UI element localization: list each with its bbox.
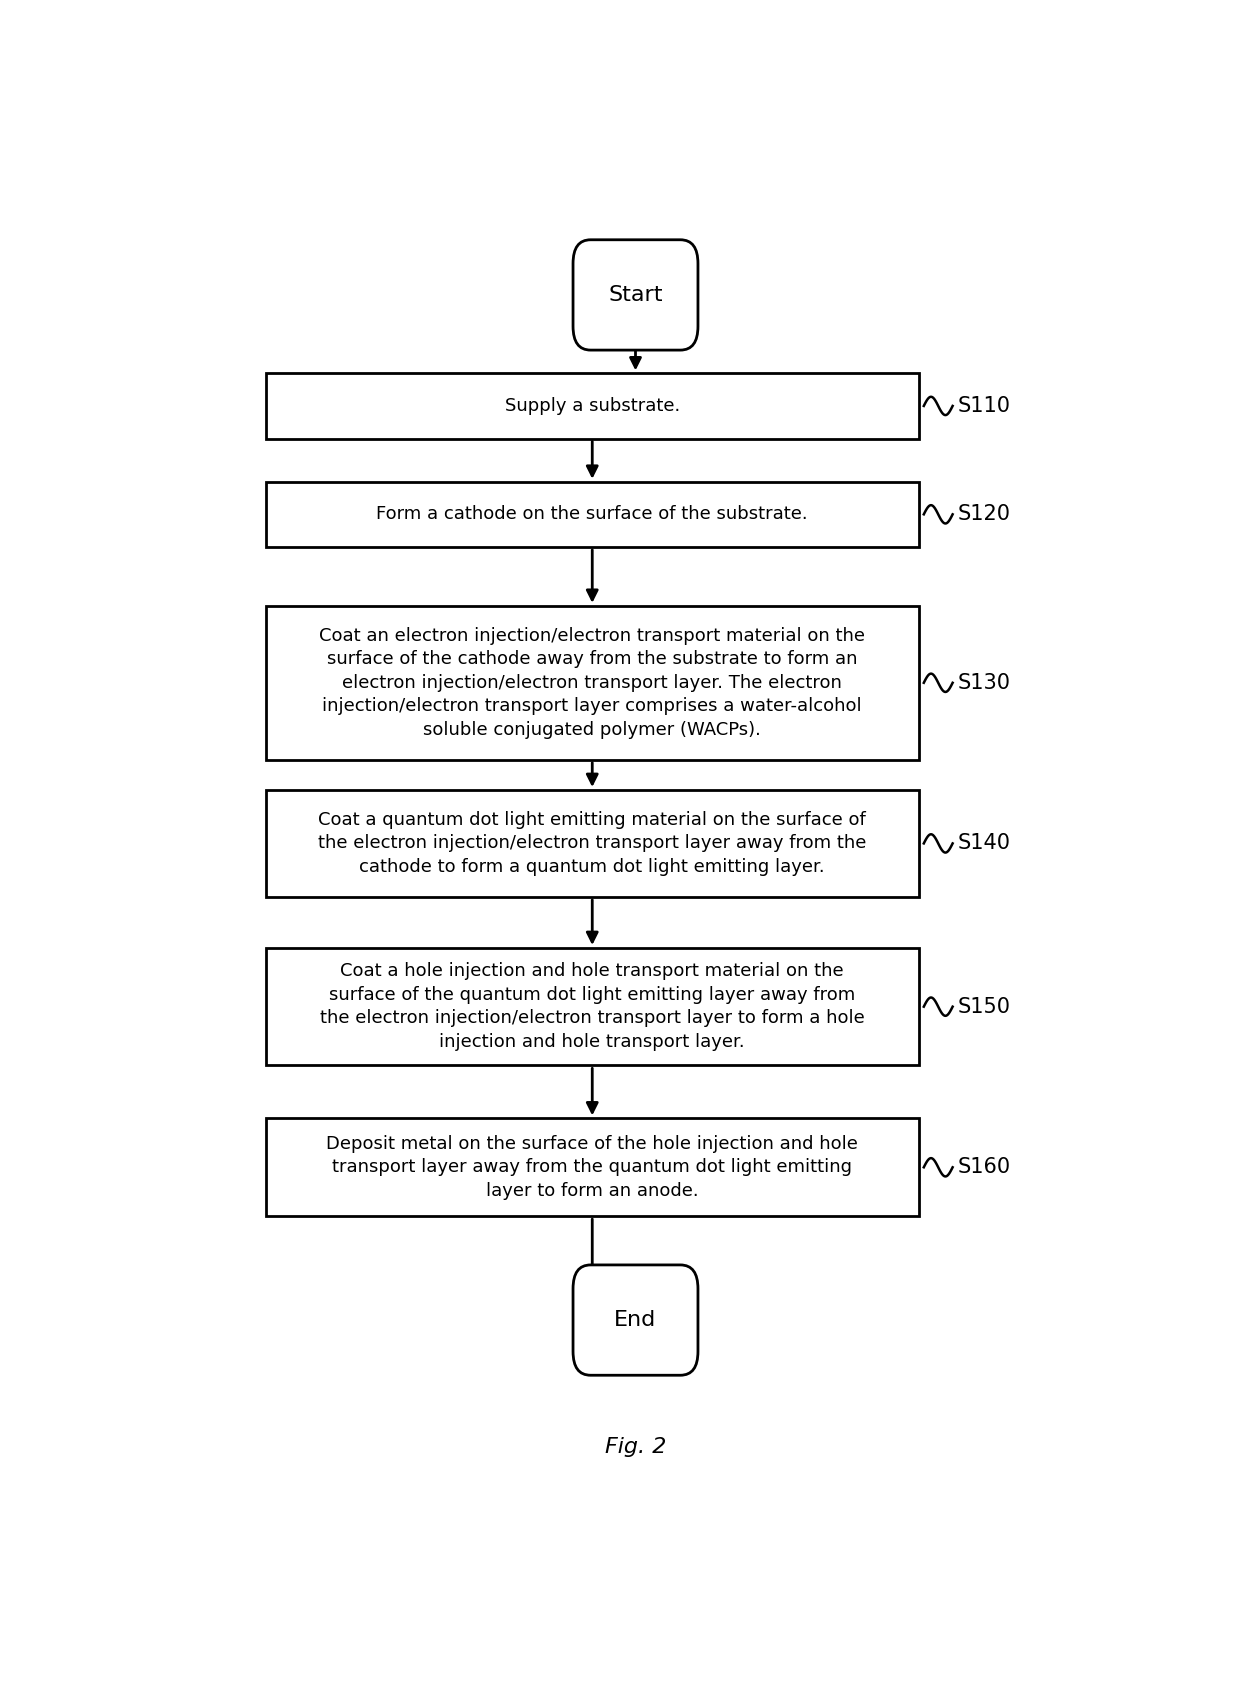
Text: S130: S130 [957, 673, 1011, 692]
Text: Fig. 2: Fig. 2 [605, 1437, 666, 1457]
Bar [265, 605, 919, 760]
Bar [265, 373, 919, 439]
Text: S160: S160 [957, 1157, 1011, 1177]
Text: Coat a hole injection and hole transport material on the
surface of the quantum : Coat a hole injection and hole transport… [320, 962, 864, 1052]
Text: Form a cathode on the surface of the substrate.: Form a cathode on the surface of the sub… [377, 505, 808, 524]
Text: S120: S120 [957, 504, 1011, 524]
FancyBboxPatch shape [573, 239, 698, 349]
Text: Supply a substrate.: Supply a substrate. [505, 397, 680, 416]
FancyBboxPatch shape [573, 1265, 698, 1375]
Text: Start: Start [609, 285, 662, 305]
Bar [265, 1118, 919, 1216]
Text: S150: S150 [957, 997, 1011, 1016]
Text: S140: S140 [957, 833, 1011, 853]
Text: Coat an electron injection/electron transport material on the
surface of the cat: Coat an electron injection/electron tran… [319, 626, 866, 739]
Bar [265, 482, 919, 548]
Bar [265, 790, 919, 897]
Text: Coat a quantum dot light emitting material on the surface of
the electron inject: Coat a quantum dot light emitting materi… [319, 811, 867, 877]
Bar [265, 948, 919, 1065]
Text: End: End [614, 1309, 657, 1330]
Text: S110: S110 [957, 395, 1011, 416]
Text: Deposit metal on the surface of the hole injection and hole
transport layer away: Deposit metal on the surface of the hole… [326, 1135, 858, 1199]
